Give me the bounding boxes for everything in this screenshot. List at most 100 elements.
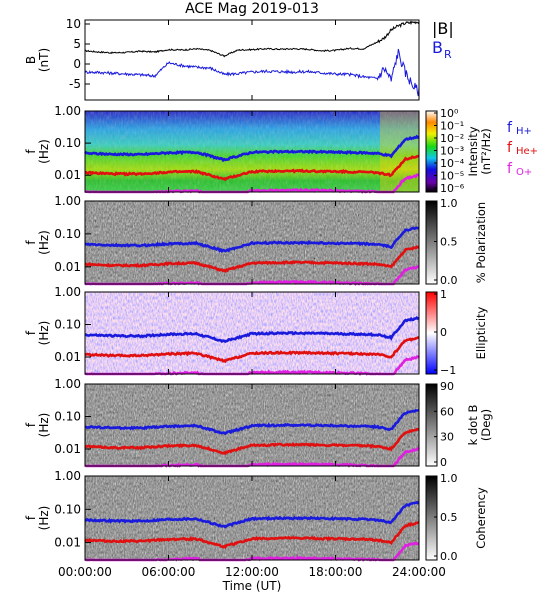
colorbar-label-units: (Deg) (479, 409, 493, 441)
x-tick-label: 12:00:00 (225, 565, 279, 579)
freq-line-h-panel-5 (84, 500, 420, 529)
freq-line-he-panel-2 (85, 245, 420, 274)
colorbar-polarization (425, 200, 438, 285)
colorbar-label-group: Ellipticity (474, 306, 488, 359)
y-axis-label-bottom: (nT) (37, 48, 51, 72)
colorbar-tick-label: 10⁻³ (440, 145, 464, 158)
legend-b-r: B (432, 38, 443, 57)
freq-line-h-panel-2 (84, 226, 420, 254)
x-axis-label: Time (UT) (222, 579, 282, 593)
freq-line-h-panel-1 (84, 134, 420, 163)
freq-line-he-panel-5 (84, 520, 420, 550)
freq-line-he-panel-3 (84, 335, 420, 364)
legend-b-r-sub: R (444, 48, 452, 61)
freq-line-h-panel-3 (84, 316, 420, 344)
y-axis-label-group: f (Hz) (24, 230, 51, 255)
colorbar-tick-label: 1.0 (440, 472, 458, 485)
colorbar-tick-label: 1 (440, 288, 447, 301)
colorbar-label-group: Intensity (nT²/Hz) (466, 126, 493, 176)
colorbar-kdotb (425, 383, 438, 467)
colorbar-tick-label: 10⁻⁵ (440, 170, 464, 183)
colorbar-intensity (425, 110, 438, 193)
y-tick-label: 0.10 (54, 136, 81, 150)
colorbar-tick-label: 0.5 (440, 511, 458, 524)
series-line-b-r (84, 48, 420, 97)
y-axis-label-top: f (24, 240, 38, 245)
y-tick-label: 1.00 (54, 194, 81, 208)
legend-f-symbol: f (507, 161, 513, 177)
spec-storm-band (380, 111, 419, 192)
y-axis-label-group: f (Hz) (24, 321, 51, 346)
colorbar-label-units: (nT²/Hz) (479, 128, 493, 174)
x-tick-label: 06:00:00 (142, 565, 196, 579)
colorbar-label-group: % Polarization (474, 202, 488, 283)
legend-f-symbol: f (507, 140, 513, 156)
colorbar-tick-label: 30 (440, 431, 454, 444)
y-tick-label: -5 (69, 77, 81, 91)
colorbar-tick-label: 60 (440, 405, 454, 418)
colorbar-label: k dot B (466, 405, 480, 446)
y-axis-label-bottom: (Hz) (37, 506, 51, 531)
colorbar-tick-label: −1 (440, 364, 456, 377)
y-tick-label: 10 (66, 17, 81, 31)
y-tick-label: 0.10 (54, 318, 81, 332)
colorbar-tick-label: 0 (440, 456, 447, 469)
legend-f-sub: O+ (516, 167, 532, 178)
y-axis-label-bottom: (Hz) (37, 321, 51, 346)
y-axis-label-bottom: (Hz) (37, 230, 51, 255)
colorbar-tick-label: 0.0 (440, 274, 458, 287)
y-axis-label-group: f (Hz) (24, 139, 51, 164)
panel-image-intensity (85, 111, 419, 192)
spec-texture (85, 111, 419, 192)
y-axis-label-top: f (24, 422, 38, 427)
legend-f-sub: H+ (516, 126, 532, 137)
y-tick-label: 1.00 (54, 469, 81, 483)
colorbar-label: Intensity (466, 126, 480, 176)
freq-line-he-panel-4 (84, 427, 420, 456)
colorbar-label: Ellipticity (474, 306, 488, 359)
colorbar-label: % Polarization (474, 202, 488, 283)
colorbar-tick-label: 10⁻⁴ (440, 157, 465, 170)
y-axis-label-top: f (24, 515, 38, 520)
colorbar-tick-label: 10⁻⁶ (440, 182, 465, 195)
colorbar-label-group: Coherency (474, 487, 488, 549)
y-axis-label-group: B (nT) (24, 48, 51, 72)
panel-frame-field (84, 19, 420, 101)
legend-f-sub: He+ (516, 146, 538, 157)
y-tick-label: 0.01 (54, 260, 81, 274)
freq-line-he-panel-1 (84, 154, 420, 182)
colorbar-tick-label: 10⁻² (440, 132, 464, 145)
y-axis-label-group: f (Hz) (24, 506, 51, 531)
y-axis-label-bottom: (Hz) (37, 413, 51, 438)
colorbar-label: Coherency (474, 487, 488, 549)
colorbar-tick-label: 0.5 (440, 236, 458, 249)
y-tick-label: 1.00 (54, 377, 81, 391)
series-line-b-total (85, 20, 420, 58)
y-tick-label: 1.00 (54, 104, 81, 118)
colorbar-tick-label: 0 (440, 326, 447, 339)
colorbar-tick-label: 0.0 (440, 550, 458, 563)
y-tick-label: 0 (73, 57, 81, 71)
legend-f-symbol: f (507, 120, 513, 136)
x-tick-label: 00:00:00 (58, 565, 112, 579)
y-tick-label: 0.01 (54, 168, 81, 182)
y-tick-label: 0.01 (54, 350, 81, 364)
y-tick-label: 0.10 (54, 227, 81, 241)
y-tick-label: 5 (73, 37, 81, 51)
x-tick-label: 18:00:00 (309, 565, 363, 579)
y-axis-label-group: f (Hz) (24, 413, 51, 438)
y-tick-label: 1.00 (54, 285, 81, 299)
colorbar-ellipticity (425, 291, 438, 375)
x-tick-label: 24:00:00 (392, 565, 446, 579)
y-axis-label-top: f (24, 330, 38, 335)
colorbar-label-group: k dot B (Deg) (466, 405, 493, 446)
y-tick-label: 0.10 (54, 410, 81, 424)
freq-line-h-panel-4 (84, 408, 420, 436)
colorbar-tick-label: 90 (440, 380, 454, 393)
y-tick-label: 0.01 (54, 536, 81, 550)
chart-title: ACE Mag 2019-013 (185, 1, 319, 17)
colorbar-coherency (425, 475, 438, 561)
